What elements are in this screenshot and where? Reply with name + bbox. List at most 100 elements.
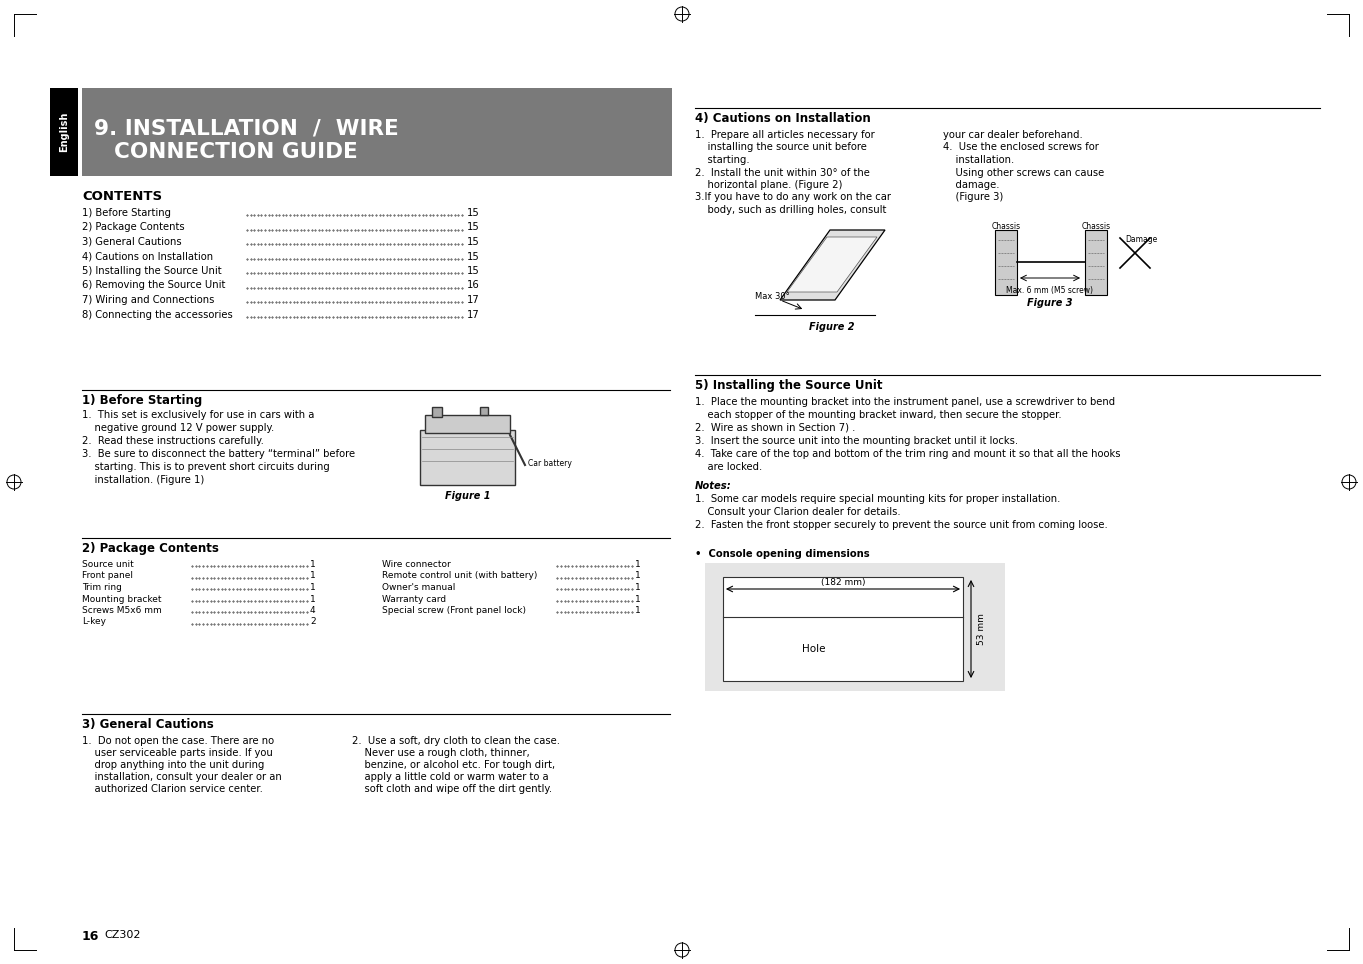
Text: Wire connector: Wire connector — [382, 560, 454, 569]
Text: Front panel: Front panel — [82, 572, 136, 580]
Text: 4) Cautions on Installation: 4) Cautions on Installation — [695, 112, 871, 125]
Text: body, such as drilling holes, consult: body, such as drilling holes, consult — [695, 205, 886, 215]
Text: Max 30°: Max 30° — [755, 292, 789, 301]
Text: 2.  Use a soft, dry cloth to clean the case.: 2. Use a soft, dry cloth to clean the ca… — [352, 736, 560, 746]
Text: Figure 3: Figure 3 — [1028, 298, 1073, 308]
Text: 8) Connecting the accessories: 8) Connecting the accessories — [82, 309, 233, 319]
Bar — [50, 88, 78, 176]
Text: each stopper of the mounting bracket inward, then secure the stopper.: each stopper of the mounting bracket inw… — [695, 410, 1062, 420]
Text: 1) Before Starting: 1) Before Starting — [82, 394, 202, 407]
Text: 3.  Be sure to disconnect the battery “terminal” before: 3. Be sure to disconnect the battery “te… — [82, 449, 356, 459]
Text: 53 mm: 53 mm — [976, 613, 985, 645]
Text: Car battery: Car battery — [527, 459, 572, 468]
Text: installation.: installation. — [943, 155, 1014, 165]
Text: 4.  Take care of the top and bottom of the trim ring and mount it so that all th: 4. Take care of the top and bottom of th… — [695, 449, 1120, 459]
Text: user serviceable parts inside. If you: user serviceable parts inside. If you — [82, 748, 273, 758]
Polygon shape — [786, 237, 876, 292]
Text: 16: 16 — [468, 281, 480, 290]
Text: starting. This is to prevent short circuits during: starting. This is to prevent short circu… — [82, 462, 330, 472]
Bar — [425, 415, 510, 433]
Text: •  Console opening dimensions: • Console opening dimensions — [695, 549, 870, 559]
Text: Chassis: Chassis — [991, 222, 1021, 231]
Text: 9. INSTALLATION  /  WIRE: 9. INSTALLATION / WIRE — [94, 118, 399, 138]
Text: 1: 1 — [309, 560, 316, 569]
Bar — [722, 577, 964, 681]
Text: 16: 16 — [82, 930, 99, 943]
Text: 1.  Do not open the case. There are no: 1. Do not open the case. There are no — [82, 736, 274, 746]
Text: Chassis: Chassis — [1081, 222, 1111, 231]
Text: 1: 1 — [309, 583, 316, 592]
Text: apply a little cold or warm water to a: apply a little cold or warm water to a — [352, 772, 549, 782]
Text: Mounting bracket: Mounting bracket — [82, 595, 161, 603]
Text: 1: 1 — [635, 560, 641, 569]
Text: CONTENTS: CONTENTS — [82, 190, 162, 203]
Text: Figure 1: Figure 1 — [444, 491, 491, 501]
Text: 2.  Wire as shown in Section 7) .: 2. Wire as shown in Section 7) . — [695, 423, 856, 433]
Text: 3) General Cautions: 3) General Cautions — [82, 718, 214, 731]
Text: damage.: damage. — [943, 180, 999, 190]
Text: 2.  Install the unit within 30° of the: 2. Install the unit within 30° of the — [695, 168, 870, 177]
Bar — [995, 230, 1017, 295]
Text: 15: 15 — [468, 252, 480, 261]
Text: Notes:: Notes: — [695, 481, 732, 491]
Text: Max. 6 mm (M5 screw): Max. 6 mm (M5 screw) — [1006, 286, 1093, 295]
Text: 2.  Read these instructions carefully.: 2. Read these instructions carefully. — [82, 436, 264, 446]
Bar — [1085, 230, 1107, 295]
Text: (Figure 3): (Figure 3) — [943, 193, 1003, 202]
Text: 15: 15 — [468, 266, 480, 276]
Text: 3.  Insert the source unit into the mounting bracket until it locks.: 3. Insert the source unit into the mount… — [695, 436, 1018, 446]
Text: benzine, or alcohol etc. For tough dirt,: benzine, or alcohol etc. For tough dirt, — [352, 760, 555, 770]
Text: 3.If you have to do any work on the car: 3.If you have to do any work on the car — [695, 193, 891, 202]
Text: 1.  Place the mounting bracket into the instrument panel, use a screwdriver to b: 1. Place the mounting bracket into the i… — [695, 397, 1115, 407]
Text: authorized Clarion service center.: authorized Clarion service center. — [82, 784, 263, 794]
Text: starting.: starting. — [695, 155, 750, 165]
Text: Warranty card: Warranty card — [382, 595, 446, 603]
Text: (182 mm): (182 mm) — [821, 578, 866, 587]
Text: L-key: L-key — [82, 618, 106, 627]
Text: 6) Removing the Source Unit: 6) Removing the Source Unit — [82, 281, 229, 290]
Text: 17: 17 — [468, 309, 480, 319]
Text: 2.  Fasten the front stopper securely to prevent the source unit from coming loo: 2. Fasten the front stopper securely to … — [695, 520, 1108, 530]
Text: 3) General Cautions: 3) General Cautions — [82, 237, 185, 247]
Bar — [705, 563, 1005, 691]
Bar — [432, 407, 442, 417]
Text: 1) Before Starting: 1) Before Starting — [82, 208, 174, 218]
Text: Owner's manual: Owner's manual — [382, 583, 455, 592]
Text: Hole: Hole — [803, 644, 826, 654]
Text: 15: 15 — [468, 237, 480, 247]
Text: your car dealer beforehand.: your car dealer beforehand. — [943, 130, 1082, 140]
Text: soft cloth and wipe off the dirt gently.: soft cloth and wipe off the dirt gently. — [352, 784, 552, 794]
Text: Figure 2: Figure 2 — [810, 322, 855, 332]
Text: 5) Installing the Source Unit: 5) Installing the Source Unit — [695, 379, 882, 392]
Text: horizontal plane. (Figure 2): horizontal plane. (Figure 2) — [695, 180, 842, 190]
Text: 2) Package Contents: 2) Package Contents — [82, 542, 219, 555]
Text: 7) Wiring and Connections: 7) Wiring and Connections — [82, 295, 218, 305]
Text: installation. (Figure 1): installation. (Figure 1) — [82, 475, 204, 485]
Text: 1.  Some car models require special mounting kits for proper installation.: 1. Some car models require special mount… — [695, 494, 1060, 504]
Text: Special screw (Front panel lock): Special screw (Front panel lock) — [382, 606, 529, 615]
Text: Source unit: Source unit — [82, 560, 136, 569]
Text: 2: 2 — [309, 618, 316, 627]
Text: Using other screws can cause: Using other screws can cause — [943, 168, 1104, 177]
Text: 4: 4 — [309, 606, 316, 615]
Text: are locked.: are locked. — [695, 462, 762, 472]
Text: installation, consult your dealer or an: installation, consult your dealer or an — [82, 772, 282, 782]
Text: 17: 17 — [468, 295, 480, 305]
Text: Remote control unit (with battery): Remote control unit (with battery) — [382, 572, 537, 580]
Text: negative ground 12 V power supply.: negative ground 12 V power supply. — [82, 423, 274, 433]
Text: 4.  Use the enclosed screws for: 4. Use the enclosed screws for — [943, 143, 1099, 152]
Text: 2) Package Contents: 2) Package Contents — [82, 223, 184, 232]
Text: CZ302: CZ302 — [104, 930, 140, 940]
Polygon shape — [780, 230, 885, 300]
Bar — [480, 407, 488, 415]
Text: 15: 15 — [468, 223, 480, 232]
Text: installing the source unit before: installing the source unit before — [695, 143, 867, 152]
Text: 5) Installing the Source Unit: 5) Installing the Source Unit — [82, 266, 225, 276]
Text: Trim ring: Trim ring — [82, 583, 125, 592]
Text: Damage: Damage — [1124, 235, 1157, 244]
Bar — [420, 430, 515, 485]
Text: Never use a rough cloth, thinner,: Never use a rough cloth, thinner, — [352, 748, 530, 758]
Text: 1.  Prepare all articles necessary for: 1. Prepare all articles necessary for — [695, 130, 875, 140]
Text: Consult your Clarion dealer for details.: Consult your Clarion dealer for details. — [695, 507, 901, 517]
Text: 1: 1 — [635, 572, 641, 580]
